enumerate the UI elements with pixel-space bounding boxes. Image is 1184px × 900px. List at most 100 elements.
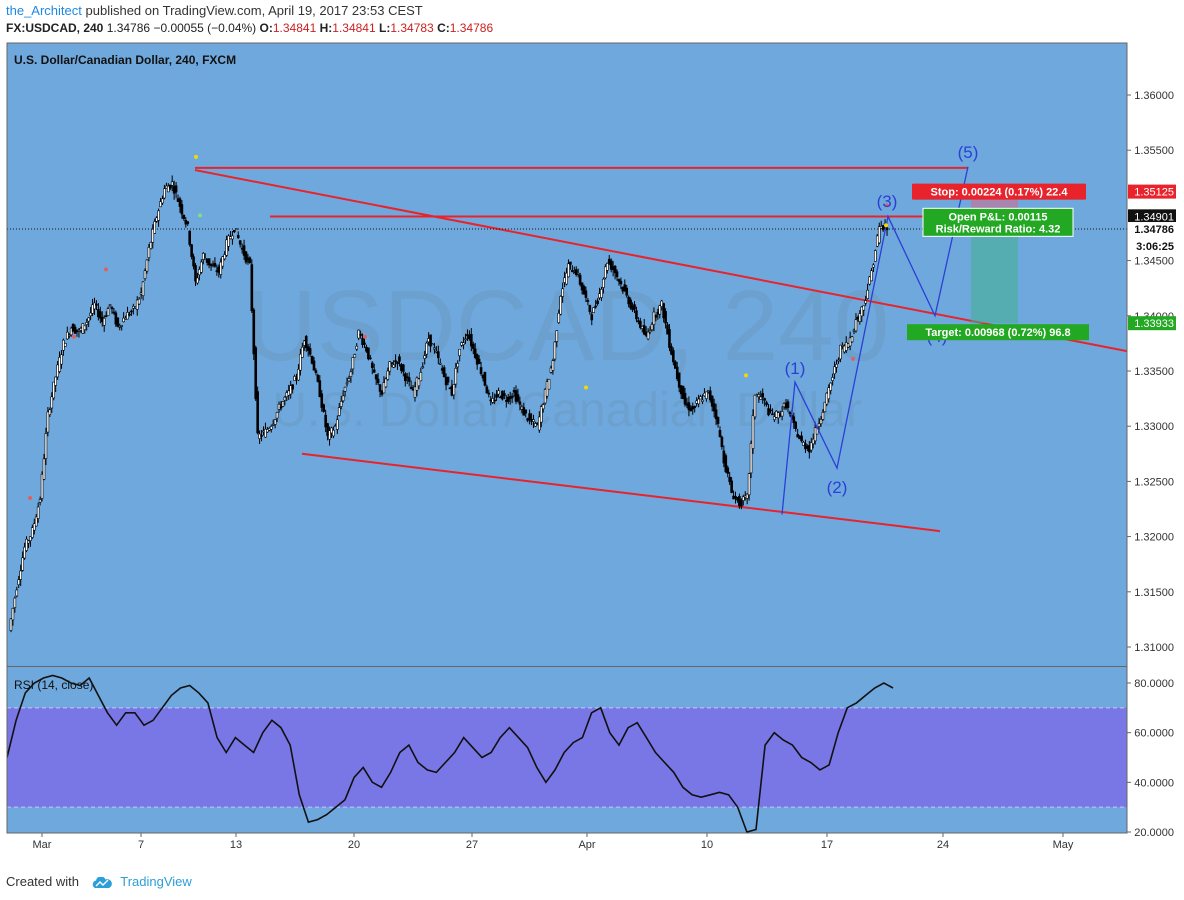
candle-body [279, 406, 283, 409]
candle-body [231, 235, 234, 240]
time-axis-label: 10 [701, 839, 713, 851]
candle-body [281, 401, 285, 407]
candle-body [701, 399, 704, 402]
candle-body [58, 357, 61, 372]
candle-body [497, 390, 500, 395]
signal-dot [104, 267, 108, 272]
candle-body [646, 331, 650, 340]
time-axis-label: May [1053, 839, 1074, 851]
rsi-axis-label: 60.0000 [1134, 728, 1174, 740]
candle-body [34, 516, 38, 527]
rsi-axis-label: 80.0000 [1134, 678, 1174, 690]
candle-body [534, 423, 537, 427]
target-label-box[interactable] [907, 324, 1089, 341]
candle-body [378, 384, 382, 392]
candle-body [244, 251, 248, 263]
candle-body [588, 305, 592, 312]
price-axis-marker [1128, 316, 1176, 331]
channel-lower-trendline[interactable] [301, 452, 941, 533]
candle-body [672, 350, 675, 363]
close-label: C: [437, 21, 450, 35]
pnl-label-box[interactable] [922, 207, 1074, 237]
open-pnl-label: Open P&L: 0.00115 [948, 211, 1047, 223]
candle-body [93, 302, 96, 310]
candle-body [510, 395, 514, 399]
candle-body [864, 300, 867, 304]
candle-body [532, 419, 535, 422]
stop-label-box[interactable] [912, 183, 1086, 200]
elliott-wave-path[interactable] [781, 166, 969, 515]
candle-body [402, 364, 405, 372]
candle-body [547, 378, 551, 390]
candle-body [642, 325, 646, 335]
candle-body [188, 230, 191, 245]
candle-body [740, 499, 743, 507]
high-value: 1.34841 [332, 21, 376, 35]
candle-body [730, 480, 733, 493]
chart-title: U.S. Dollar/Canadian Dollar, 240, FXCM [14, 53, 236, 67]
candle-body [60, 354, 63, 365]
candle-body [437, 351, 440, 359]
candle-body [52, 381, 56, 399]
signal-dot [363, 334, 367, 339]
candle-body [310, 355, 314, 364]
candle-body [866, 289, 869, 299]
candle-body [419, 372, 423, 382]
candle-body [479, 367, 483, 375]
candle-body [227, 235, 230, 247]
candle-body [110, 307, 114, 310]
candle-body [431, 343, 434, 346]
price-axis-marker [1128, 184, 1176, 199]
candle-body [316, 374, 320, 382]
candle-body [322, 404, 326, 412]
published-text: published on TradingView.com, April 19, … [85, 3, 423, 18]
candle-body [553, 341, 557, 360]
candle-body [551, 360, 555, 371]
candle-body [639, 320, 642, 328]
symbol-watermark-description: U.S. Dollar/Canadian Dollar [272, 384, 862, 437]
candle-body [233, 229, 236, 233]
candle-body [221, 256, 225, 267]
candle-body [689, 407, 693, 412]
candle-body [829, 382, 832, 391]
candle-body [13, 597, 17, 608]
candle-body [122, 317, 125, 323]
candle-body [538, 416, 541, 431]
candle-body [456, 363, 460, 368]
candle-body [314, 370, 318, 373]
candle-body [423, 355, 427, 359]
candle-body [190, 244, 193, 257]
candle-body [48, 409, 52, 415]
candle-body [697, 398, 700, 405]
candle-body [337, 407, 341, 416]
risk-reward-label: Risk/Reward Ratio: 4.32 [936, 223, 1061, 235]
tradingview-link[interactable]: TradingView [120, 874, 192, 889]
candle-body [714, 409, 718, 420]
candle-body [238, 240, 242, 245]
candle-body [726, 467, 730, 474]
candle-body [664, 311, 667, 324]
price-axis-label: 1.32500 [1134, 476, 1174, 488]
candle-body [291, 384, 294, 390]
candle-body [29, 536, 32, 541]
candle-body [753, 394, 757, 418]
candle-body [817, 423, 821, 427]
candle-body [718, 430, 722, 438]
candle-body [25, 538, 28, 551]
candle-body [145, 259, 149, 272]
candle-body [283, 396, 287, 401]
candle-body [495, 394, 498, 398]
candle-body [89, 312, 92, 317]
price-chart[interactable]: USDCAD, 240 U.S. Dollar/Canadian Dollar … [0, 40, 1184, 900]
candle-body [769, 409, 772, 412]
candle-body [392, 364, 395, 368]
candle-body [159, 201, 162, 208]
price-axis-label: 1.33000 [1134, 421, 1174, 433]
author-link[interactable]: the_Architect [6, 3, 82, 18]
candle-body [252, 309, 256, 355]
symbol-info-bar: FX:USDCAD, 240 1.34786 −0.00055 (−0.04%)… [6, 21, 493, 35]
open-value: 1.34841 [272, 21, 317, 35]
candle-body [438, 363, 442, 365]
time-axis-label: Apr [578, 839, 595, 851]
candle-body [493, 399, 496, 402]
